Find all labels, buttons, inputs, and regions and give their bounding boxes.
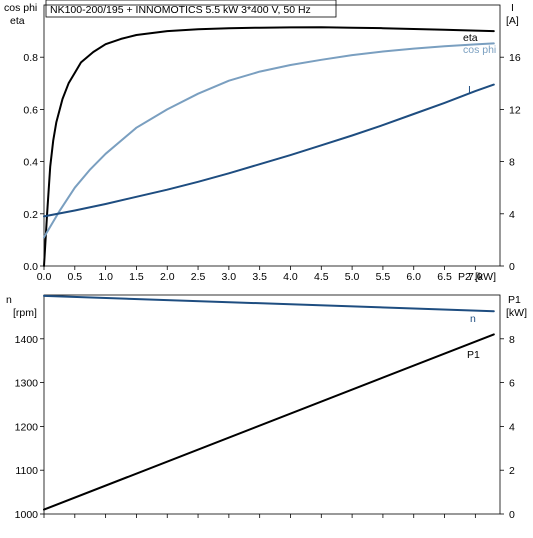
bottom-right-tick-label: 0: [509, 509, 515, 521]
top-right-axis-label-line1: I: [511, 2, 514, 14]
top-left-axis-label-line2: eta: [10, 15, 25, 27]
top-x-tick-label: 6.0: [406, 271, 421, 283]
top-right-tick-label: 4: [509, 209, 515, 221]
top-right-tick-label: 12: [509, 104, 521, 116]
chart-title: NK100-200/195 + INNOMOTICS 5.5 kW 3*400 …: [50, 4, 311, 16]
bottom-right-tick-label: 8: [509, 334, 515, 346]
top-series-line-eta: [43, 26, 495, 267]
top-x-tick-label: 1.0: [98, 271, 113, 283]
bottom-right-tick-label: 4: [509, 421, 515, 433]
top-left-tick-label: 0.4: [23, 157, 38, 169]
top-x-tick-label: 5.5: [376, 271, 391, 283]
bottom-series-line-n: [43, 294, 495, 313]
top-series-line-i: [43, 83, 495, 218]
top-left-tick-label: 0.2: [23, 209, 38, 221]
top-x-tick-label: 6.5: [437, 271, 452, 283]
bottom-left-tick-label: 1200: [15, 421, 39, 433]
top-x-axis-label-p2: P2: [458, 271, 471, 283]
top-right-tick-label: 0: [509, 261, 515, 273]
bottom-right-tick-label: 6: [509, 378, 515, 390]
series-label-cos-phi: cos phi: [463, 44, 496, 56]
top-series-line-cos-phi: [43, 42, 495, 239]
series-label-current: I: [468, 84, 471, 96]
top-x-tick-label: 2.5: [191, 271, 206, 283]
top-x-tick-label: 4.0: [283, 271, 298, 283]
bottom-right-axis-label-line2: [kW]: [506, 307, 527, 319]
top-x-tick-label: 1.5: [129, 271, 144, 283]
bottom-right-axis-label-line1: P1: [508, 294, 521, 306]
top-x-tick-label: 4.5: [314, 271, 329, 283]
bottom-plot-frame: [43, 294, 501, 515]
top-x-tick-label: 5.0: [345, 271, 360, 283]
top-plot-frame: [43, 4, 501, 267]
bottom-left-axis-label-line2: [rpm]: [13, 307, 37, 319]
series-label-eta: eta: [463, 32, 478, 44]
bottom-series-line-p1: [43, 333, 495, 511]
title-frame: [45, 0, 337, 18]
top-x-axis-label-unit: [kW]: [475, 271, 496, 283]
top-left-tick-label: 0.8: [23, 52, 38, 64]
bottom-left-axis-label-line1: n: [6, 294, 12, 306]
bottom-right-tick-label: 2: [509, 465, 515, 477]
top-left-tick-label: 0.6: [23, 104, 38, 116]
top-x-tick-label: 2.0: [160, 271, 175, 283]
bottom-left-tick-label: 1100: [15, 465, 38, 477]
top-plot-area: 0.0 0.2 0.4 0.6 0.8 0 4 8 12 16 0.0 0.5 1.0 1.5 2.0 2.5…: [23, 4, 521, 283]
top-x-tick-label: 3.5: [252, 271, 267, 283]
top-x-tick-label: 7.0: [468, 271, 483, 283]
series-label-speed: n: [470, 313, 476, 325]
top-right-tick-label: 8: [509, 157, 515, 169]
top-x-tick-label: 0.0: [37, 271, 52, 283]
top-x-tick-label: 0.5: [68, 271, 83, 283]
chart-title-box: NK100-200/195 + INNOMOTICS 5.5 kW 3*400 …: [45, 0, 337, 18]
bottom-left-tick-label: 1400: [15, 334, 39, 346]
bottom-left-tick-label: 1000: [15, 509, 39, 521]
top-left-tick-label: 0.0: [23, 261, 38, 273]
top-left-axis-label-line1: cos phi: [4, 2, 37, 14]
bottom-left-tick-label: 1300: [15, 378, 39, 390]
top-right-tick-label: 16: [509, 52, 521, 64]
series-label-power: P1: [467, 349, 480, 361]
bottom-plot-area: 1000 1100 1200 1300 1400 0 2 4 6 8 n P1: [15, 294, 515, 521]
top-right-axis-label-line2: [A]: [506, 15, 519, 27]
top-x-tick-label: 3.0: [222, 271, 237, 283]
